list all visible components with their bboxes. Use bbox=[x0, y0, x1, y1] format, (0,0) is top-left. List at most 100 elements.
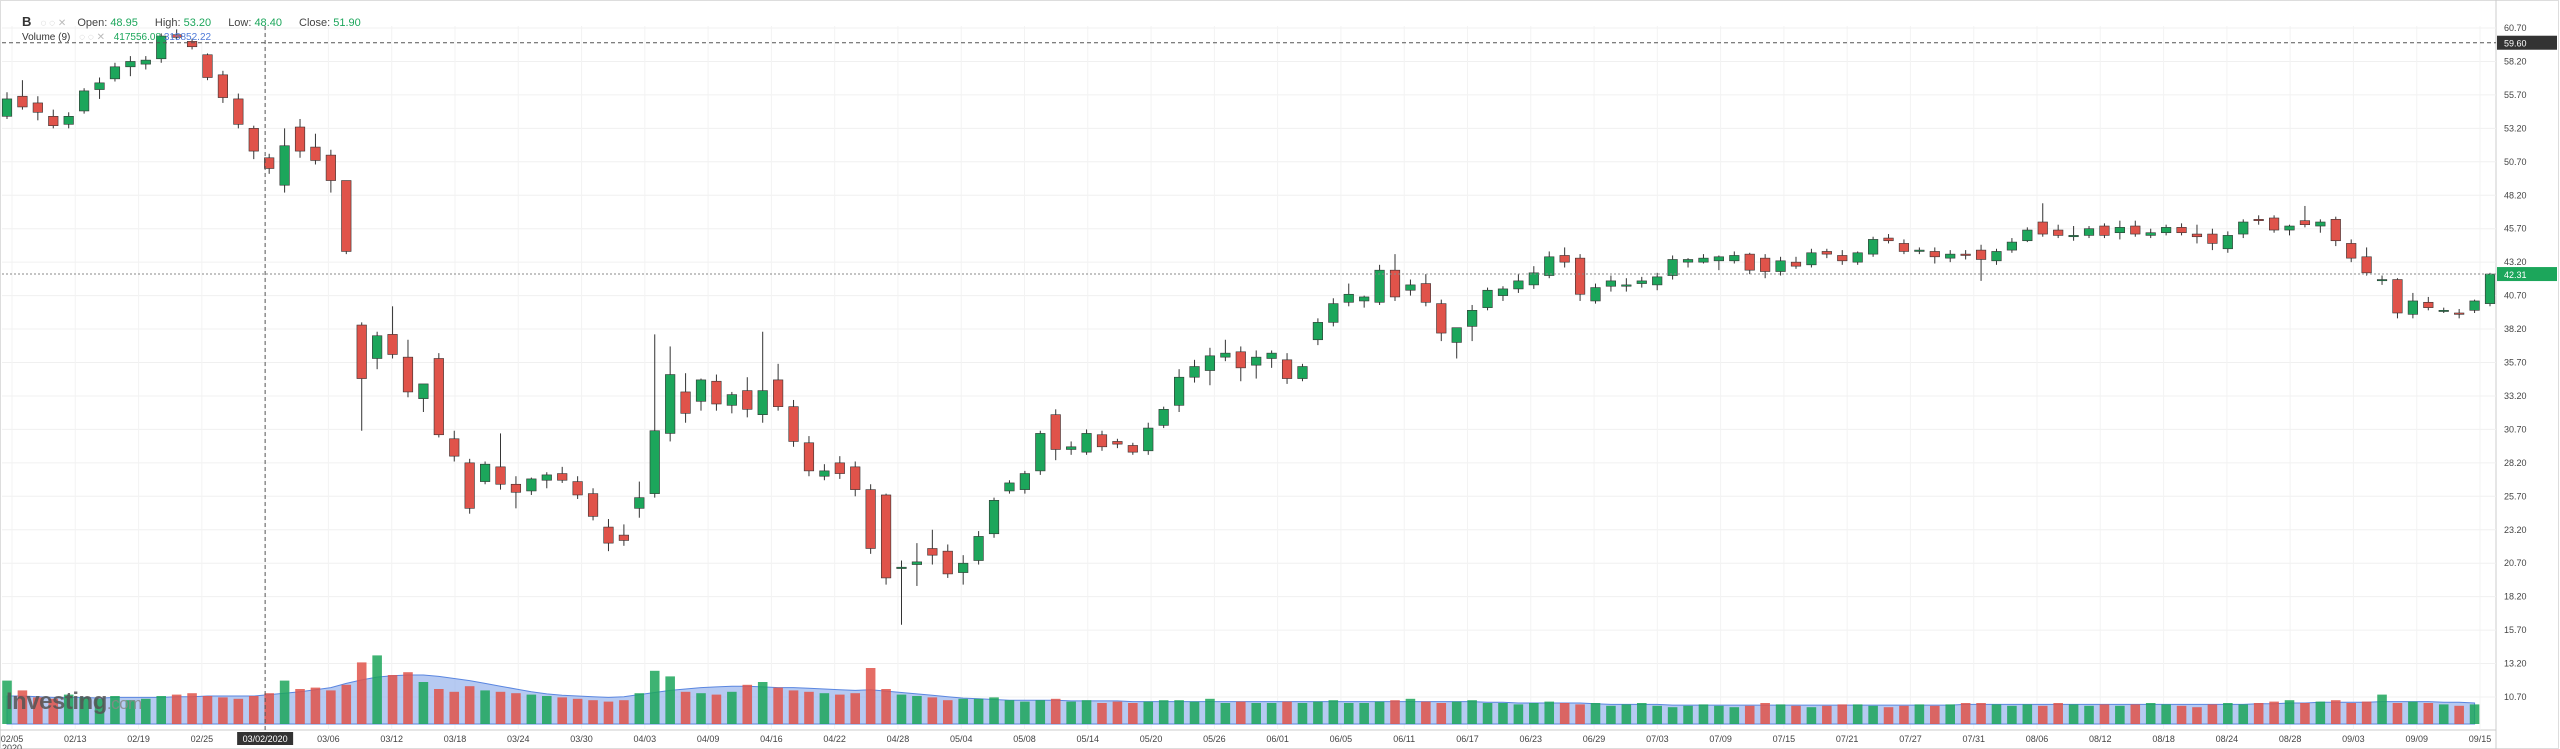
candle-body bbox=[2376, 279, 2388, 282]
candle-body bbox=[757, 390, 768, 415]
price-badge-label: 59.60 bbox=[2504, 39, 2527, 49]
volume-bar bbox=[2207, 704, 2218, 724]
volume-bar bbox=[1914, 704, 1925, 724]
volume-bar bbox=[2269, 701, 2279, 724]
candle-body bbox=[1960, 253, 1971, 256]
candle-body bbox=[2037, 221, 2048, 235]
candle-body bbox=[880, 494, 892, 579]
x-tick-label: 09/03 bbox=[2342, 734, 2365, 744]
candle-body bbox=[387, 334, 398, 355]
volume-bar bbox=[1066, 701, 1076, 724]
volume-bar bbox=[464, 686, 475, 724]
candle-body bbox=[109, 66, 121, 80]
candle-body bbox=[17, 95, 28, 108]
volume-bar bbox=[202, 696, 213, 724]
y-tick-label: 23.20 bbox=[2504, 525, 2527, 535]
candle-body bbox=[634, 497, 645, 509]
candle-body bbox=[125, 61, 136, 68]
volume-bar bbox=[1683, 705, 1693, 724]
y-tick-label: 45.70 bbox=[2504, 224, 2527, 234]
volume-bar bbox=[1513, 704, 1524, 724]
candle-body bbox=[1744, 253, 1755, 271]
volume-bar bbox=[557, 697, 567, 724]
volume-bar bbox=[1158, 700, 1169, 724]
volume-bar bbox=[680, 691, 691, 724]
price-badge bbox=[2497, 267, 2557, 282]
y-tick-label: 48.20 bbox=[2504, 190, 2527, 200]
candle-body bbox=[850, 466, 861, 490]
x-tick-label: 04/09 bbox=[697, 734, 720, 744]
price-badge bbox=[2497, 35, 2557, 50]
volume-bar bbox=[310, 687, 321, 724]
volume-bar bbox=[2377, 694, 2387, 724]
x-tick-label: 09/15 bbox=[2469, 734, 2492, 744]
x-tick-label: 06/23 bbox=[1520, 734, 1543, 744]
volume-bar bbox=[1806, 707, 1817, 724]
volume-bar bbox=[1760, 703, 1770, 724]
price-badge-label: 42.31 bbox=[2504, 270, 2527, 280]
volume-controls-icon[interactable]: ◌ ◌ ✕ bbox=[79, 32, 105, 43]
volume-bar bbox=[2408, 701, 2418, 724]
candle-body bbox=[48, 116, 59, 126]
candle-body bbox=[803, 442, 815, 472]
candle-body bbox=[1852, 252, 1863, 263]
candle-body bbox=[2083, 228, 2095, 236]
volume-bar bbox=[418, 682, 429, 724]
candle-body bbox=[819, 470, 830, 477]
candle-body bbox=[911, 561, 923, 565]
x-tick-label: 03/18 bbox=[444, 734, 467, 744]
volume-bar bbox=[1050, 698, 1061, 724]
candle-body bbox=[1574, 257, 1586, 295]
volume-bar bbox=[942, 700, 953, 724]
candle-body bbox=[788, 406, 799, 442]
volume-bar bbox=[1020, 701, 1030, 724]
candle-body bbox=[526, 478, 537, 492]
volume-bar bbox=[1174, 700, 1184, 724]
volume-bar bbox=[603, 701, 614, 724]
candle-body bbox=[1374, 269, 1385, 303]
candle-body bbox=[2238, 221, 2249, 235]
legend-controls-icon[interactable]: ◌ ◌ ✕ bbox=[40, 18, 67, 29]
candle-body bbox=[1266, 352, 1277, 359]
volume-bar bbox=[850, 693, 861, 724]
volume-bar bbox=[2438, 704, 2449, 724]
candle-body bbox=[402, 356, 414, 393]
x-tick-label: 09/09 bbox=[2405, 734, 2428, 744]
x-tick-label: 08/28 bbox=[2279, 734, 2302, 744]
x-tick-label: 07/27 bbox=[1899, 734, 1922, 744]
candle-body bbox=[94, 82, 105, 90]
candle-body bbox=[1790, 261, 1802, 267]
volume-bar bbox=[1575, 704, 1585, 724]
y-tick-label: 30.70 bbox=[2504, 424, 2527, 434]
x-tick-label: 04/22 bbox=[823, 734, 846, 744]
y-tick-label: 15.70 bbox=[2504, 625, 2527, 635]
volume-bar bbox=[264, 693, 274, 724]
candle-body bbox=[1929, 251, 1940, 258]
candle-body bbox=[618, 534, 629, 541]
volume-bar bbox=[2361, 701, 2372, 724]
volume-bar bbox=[2053, 703, 2063, 724]
x-tick-label: 02/25 bbox=[191, 734, 214, 744]
volume-bar bbox=[788, 690, 799, 724]
volume-bar bbox=[1421, 701, 1431, 724]
candle-body bbox=[1868, 239, 1879, 255]
candle-body bbox=[2330, 219, 2341, 242]
volume-bar bbox=[1945, 704, 1955, 724]
volume-bar bbox=[48, 698, 59, 724]
y-tick-label: 10.70 bbox=[2504, 692, 2527, 702]
volume-bar bbox=[1081, 700, 1092, 724]
volume-bar bbox=[572, 698, 583, 724]
volume-bar bbox=[1529, 703, 1539, 724]
volume-value: 417556.08 bbox=[113, 32, 162, 43]
volume-legend: Volume (9) ◌ ◌ ✕ 417556.08 315852.22 bbox=[22, 32, 211, 43]
candle-body bbox=[1220, 352, 1231, 358]
candle-body bbox=[1559, 255, 1570, 263]
candle-body bbox=[1158, 409, 1169, 426]
candle-body bbox=[495, 466, 506, 485]
volume-bar bbox=[110, 696, 120, 724]
y-tick-label: 50.70 bbox=[2504, 157, 2527, 167]
volume-bar bbox=[248, 696, 259, 724]
